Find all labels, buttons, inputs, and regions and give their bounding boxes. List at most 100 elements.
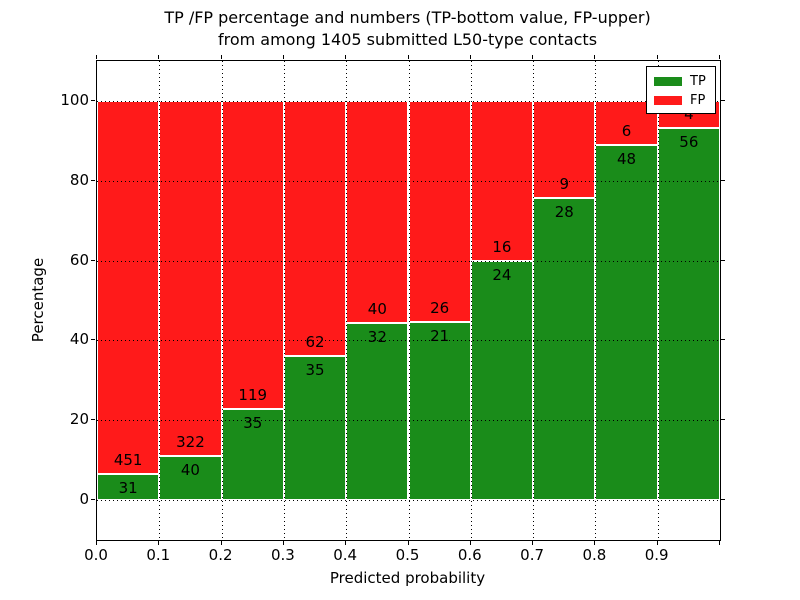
tp-bar-segment	[533, 198, 596, 500]
bar-column: 451 31	[97, 101, 160, 500]
axis-tick	[721, 260, 725, 261]
axis-tick	[408, 541, 409, 545]
axis-tick	[594, 55, 595, 59]
axis-tick	[657, 55, 658, 59]
y-tick-label: 60	[69, 250, 89, 269]
axis-tick	[719, 541, 720, 545]
tp-count-label: 31	[118, 479, 138, 498]
tp-bar-segment	[470, 260, 534, 500]
fp-count-label: 16	[492, 237, 512, 256]
axis-tick	[408, 55, 409, 59]
axis-tick	[721, 180, 725, 181]
axis-tick	[158, 541, 159, 545]
tp-count-label: 28	[554, 203, 574, 222]
tp-bar-segment	[346, 322, 409, 500]
x-tick-label: 0.8	[582, 546, 607, 564]
axis-tick	[91, 260, 95, 261]
x-tick-label: 0.7	[520, 546, 545, 564]
fp-bar-segment	[159, 101, 222, 456]
x-tick-label: 0.5	[395, 546, 420, 564]
axis-tick	[283, 541, 284, 545]
bars-area: 4513132240119356235403226211624928648456	[97, 101, 720, 500]
axis-tick	[719, 55, 720, 59]
x-axis-label: Predicted probability	[329, 569, 486, 587]
fp-count-label: 451	[113, 451, 143, 470]
legend-row-fp: FP	[654, 91, 715, 110]
axis-tick	[96, 541, 97, 545]
fp-count-label: 6	[621, 122, 632, 141]
legend-label-tp: TP	[690, 74, 706, 89]
bar-column: 40 32	[346, 101, 409, 500]
x-tick-label: 0.4	[333, 546, 358, 564]
tp-count-label: 40	[180, 460, 200, 479]
bar-column: 16 24	[470, 101, 534, 500]
tp-bar-segment	[159, 455, 222, 500]
tp-count-label: 35	[243, 414, 263, 433]
axis-tick	[96, 55, 97, 59]
axis-tick	[221, 55, 222, 59]
y-tick-label: 100	[60, 91, 89, 109]
tp-count-label: 48	[616, 150, 637, 169]
tp-bar-segment	[283, 356, 347, 500]
plot-area: 4513132240119356235403226211624928648456	[96, 60, 721, 541]
tp-count-label: 21	[430, 326, 450, 345]
axis-tick	[91, 419, 95, 420]
axis-tick	[721, 100, 725, 101]
fp-count-label: 62	[305, 333, 325, 352]
axis-tick	[283, 55, 284, 59]
bar-column: 26 21	[408, 101, 471, 500]
axis-tick	[594, 541, 595, 545]
fp-swatch-icon	[654, 96, 682, 105]
axis-tick	[345, 541, 346, 545]
bar-column: 62 35	[283, 101, 347, 500]
fp-bar-segment	[408, 101, 471, 322]
axis-tick	[221, 541, 222, 545]
fp-count-label: 40	[367, 299, 387, 318]
y-axis-label: Percentage	[29, 257, 47, 343]
y-tick-label: 0	[79, 490, 89, 508]
axis-tick	[345, 55, 346, 59]
fp-bar-segment	[97, 101, 160, 475]
tp-bar-segment	[595, 145, 658, 500]
chart-title: TP /FP percentage and numbers (TP-bottom…	[96, 7, 719, 51]
axis-tick	[721, 499, 725, 500]
fp-count-label: 26	[430, 298, 450, 317]
bar-column: 456	[657, 101, 720, 500]
x-tick-label: 0.2	[208, 546, 233, 564]
tp-count-label: 32	[367, 327, 387, 346]
bar-column: 322 40	[159, 101, 222, 500]
fp-count-label: 119	[238, 386, 268, 405]
tp-count-label: 56	[679, 132, 699, 151]
fp-count-label: 322	[176, 432, 205, 451]
y-tick-label: 20	[69, 410, 89, 429]
tp-count-label: 24	[492, 265, 512, 284]
tp-bar-segment	[408, 321, 471, 500]
axis-tick	[91, 339, 95, 340]
y-tick-label: 40	[69, 330, 89, 349]
tp-count-label: 35	[305, 361, 325, 380]
axis-tick	[158, 55, 159, 59]
bar-column: 9 28	[533, 101, 596, 500]
axis-tick	[532, 55, 533, 59]
axis-tick	[657, 541, 658, 545]
fp-bar-segment	[221, 101, 284, 410]
axis-tick	[721, 339, 725, 340]
axis-tick	[470, 55, 471, 59]
axis-tick	[91, 499, 95, 500]
axis-tick	[91, 180, 95, 181]
x-tick-label: 0.9	[644, 546, 669, 564]
axis-tick	[721, 419, 725, 420]
tp-bar-segment	[97, 474, 160, 500]
legend: TP FP	[646, 66, 716, 114]
axis-tick	[91, 100, 95, 101]
x-tick-label: 0.0	[84, 546, 108, 564]
y-tick-label: 80	[69, 170, 89, 189]
fp-bar-segment	[346, 101, 409, 323]
chart-title-line1: TP /FP percentage and numbers (TP-bottom…	[164, 8, 651, 27]
fp-count-label: 9	[559, 175, 570, 194]
horizontal-gridline	[97, 500, 720, 501]
bar-column: 119 35	[221, 101, 284, 500]
axis-tick	[470, 541, 471, 545]
chart-title-line2: from among 1405 submitted L50-type conta…	[217, 30, 598, 49]
